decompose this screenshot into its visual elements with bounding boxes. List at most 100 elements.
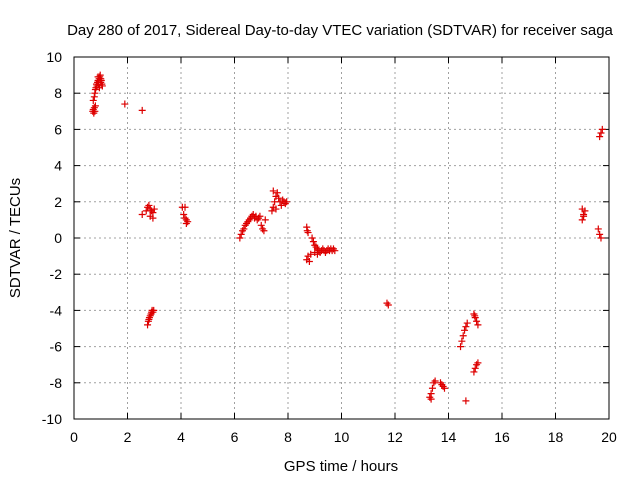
x-tick-label: 14 xyxy=(441,429,457,445)
data-point xyxy=(309,238,317,246)
y-tick-labels: 10 8 6 4 2 0 -2 -4 -6 -8 -10 xyxy=(42,49,62,427)
data-point xyxy=(457,343,465,351)
data-point xyxy=(308,234,316,242)
data-point xyxy=(277,201,285,209)
data-point xyxy=(237,230,245,238)
data-point xyxy=(150,205,158,213)
data-point xyxy=(430,379,438,387)
x-tick-label: 0 xyxy=(70,429,78,445)
data-point xyxy=(257,221,265,229)
data-point xyxy=(94,73,102,81)
data-point xyxy=(275,194,283,202)
data-point xyxy=(463,319,471,327)
data-point xyxy=(596,230,604,238)
data-point xyxy=(307,250,315,258)
data-point xyxy=(578,216,586,224)
x-tick-labels: 0 2 4 6 8 10 12 14 16 18 20 xyxy=(70,429,617,445)
data-points xyxy=(89,71,606,405)
x-tick-label: 18 xyxy=(548,429,564,445)
data-point xyxy=(240,225,248,233)
data-point xyxy=(149,214,157,222)
data-point xyxy=(594,225,602,233)
data-point xyxy=(427,395,435,403)
data-point xyxy=(283,198,291,206)
x-tick-label: 2 xyxy=(124,429,132,445)
data-point xyxy=(138,106,146,114)
data-point xyxy=(474,359,482,367)
x-tick-label: 4 xyxy=(177,429,185,445)
y-tick-label: 6 xyxy=(54,121,62,137)
x-tick-label: 8 xyxy=(284,429,292,445)
data-point xyxy=(260,227,268,235)
data-point xyxy=(426,393,434,401)
y-axis-label: SDTVAR / TECUs xyxy=(7,178,24,298)
data-point xyxy=(268,207,276,215)
data-point xyxy=(471,312,479,320)
data-point xyxy=(303,227,311,235)
data-point xyxy=(236,234,244,242)
data-point xyxy=(596,133,604,141)
plot-frame xyxy=(73,56,610,420)
data-point xyxy=(459,332,467,340)
data-point xyxy=(580,212,588,220)
data-point xyxy=(458,337,466,345)
data-point xyxy=(461,326,469,334)
data-point xyxy=(273,189,281,197)
x-tick-label: 16 xyxy=(494,429,510,445)
data-point xyxy=(261,216,269,224)
data-point xyxy=(150,306,158,314)
data-point xyxy=(470,310,478,318)
y-tick-label: -2 xyxy=(50,266,63,282)
data-point xyxy=(313,250,321,258)
data-point xyxy=(597,129,605,137)
data-point xyxy=(305,258,313,266)
data-point xyxy=(470,368,478,376)
data-point xyxy=(89,96,97,104)
y-tick-label: 2 xyxy=(54,194,62,210)
y-tick-label: 4 xyxy=(54,158,62,174)
y-tick-label: -4 xyxy=(50,302,63,318)
data-point xyxy=(269,187,277,195)
x-tick-label: 6 xyxy=(231,429,239,445)
data-point xyxy=(471,364,479,372)
y-tick-label: -6 xyxy=(50,339,63,355)
y-tick-label: 0 xyxy=(54,230,62,246)
data-point xyxy=(384,301,392,309)
data-point xyxy=(95,84,103,92)
data-point xyxy=(462,323,470,331)
data-point xyxy=(256,212,264,220)
y-tick-label: 8 xyxy=(54,85,62,101)
data-point xyxy=(181,203,189,211)
data-point xyxy=(138,210,146,218)
data-point xyxy=(272,205,280,213)
data-point xyxy=(578,205,586,213)
data-point xyxy=(474,321,482,329)
x-axis-label: GPS time / hours xyxy=(284,458,398,475)
x-tick-label: 12 xyxy=(387,429,403,445)
y-tick-label: -8 xyxy=(50,375,63,391)
data-point xyxy=(304,229,312,237)
data-point xyxy=(121,100,129,108)
x-tick-label: 20 xyxy=(601,429,617,445)
chart-title: Day 280 of 2017, Sidereal Day-to-day VTE… xyxy=(67,22,613,39)
data-point xyxy=(180,210,188,218)
data-point xyxy=(144,321,152,329)
data-point xyxy=(431,377,439,385)
data-point xyxy=(428,384,436,392)
grid-lines xyxy=(74,57,609,419)
data-point xyxy=(259,225,267,233)
y-tick-label: 10 xyxy=(46,49,62,65)
data-point xyxy=(598,125,606,133)
data-point xyxy=(383,299,391,307)
data-point xyxy=(91,102,99,110)
y-tick-label: -10 xyxy=(42,411,62,427)
data-point xyxy=(473,361,481,369)
data-point xyxy=(331,247,339,255)
data-point xyxy=(97,78,105,86)
data-point xyxy=(145,201,153,209)
x-tick-label: 10 xyxy=(334,429,350,445)
data-point xyxy=(440,384,448,392)
data-point xyxy=(182,220,190,228)
data-point xyxy=(597,234,605,242)
